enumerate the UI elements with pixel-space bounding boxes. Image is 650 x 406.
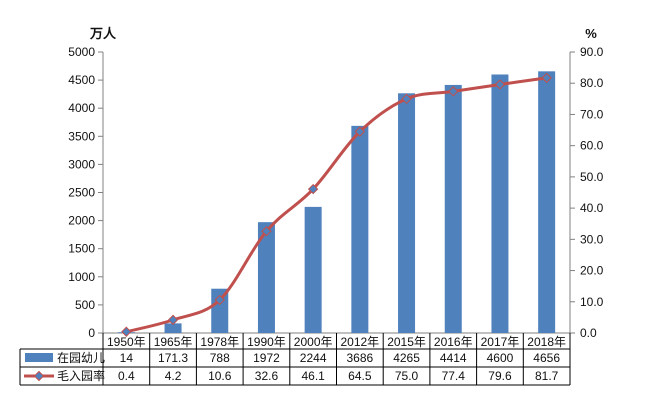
rate-marker-10 <box>541 72 552 84</box>
left-axis-tick-label: 4000 <box>68 101 95 115</box>
left-axis-tick-label: 1500 <box>68 242 95 256</box>
left-axis-tick-label: 0 <box>88 326 95 340</box>
table-cell-rate: 32.6 <box>255 369 279 383</box>
table-cell-enrollment: 4265 <box>393 351 420 365</box>
rate-marker-6 <box>354 126 366 137</box>
line-layer <box>121 72 552 337</box>
table-cell-enrollment: 4600 <box>487 351 514 365</box>
rate-marker-7 <box>401 93 412 105</box>
right-axis-tick-label: 0.0 <box>580 326 597 340</box>
table-cell-enrollment: 2244 <box>300 351 327 365</box>
bar-9 <box>491 74 509 333</box>
rate-marker-9 <box>494 79 506 90</box>
table-cell-enrollment: 788 <box>210 351 230 365</box>
rate-marker-3 <box>214 294 225 306</box>
table-cell-enrollment: 4656 <box>533 351 560 365</box>
rate-marker-1 <box>121 326 132 337</box>
table-cell-enrollment: 1972 <box>253 351 280 365</box>
right-axis-tick-label: 20.0 <box>580 264 604 278</box>
table-cell-rate: 46.1 <box>301 369 325 383</box>
legend-line-marker <box>33 370 45 382</box>
table-cell-enrollment: 171.3 <box>158 351 188 365</box>
right-axis-tick-label: 70.0 <box>580 107 604 121</box>
table-cell-rate: 81.7 <box>535 369 559 383</box>
category-label: 2017年 <box>481 335 520 349</box>
category-label: 2016年 <box>434 335 473 349</box>
left-axis-tick-label: 4500 <box>68 73 95 87</box>
right-axis-tick-label: 90.0 <box>580 45 604 59</box>
bars-layer <box>117 71 556 334</box>
left-axis-tick-label: 5000 <box>68 45 95 59</box>
category-label: 1978年 <box>200 335 239 349</box>
bar-8 <box>444 84 462 333</box>
right-axis-tick-label: 80.0 <box>580 76 604 90</box>
left-axis-tick-label: 3000 <box>68 157 95 171</box>
table-cell-enrollment: 4414 <box>440 351 467 365</box>
left-axis-tick-label: 2000 <box>68 214 95 228</box>
right-axis-tick-label: 10.0 <box>580 295 604 309</box>
rate-marker-2 <box>167 314 179 326</box>
category-label: 1950年 <box>107 335 146 349</box>
bar-2 <box>164 323 182 333</box>
table-cell-rate: 64.5 <box>348 369 372 383</box>
legend-line-name: 毛入园率 <box>57 368 105 383</box>
left-axis-tick-label: 500 <box>75 298 95 312</box>
left-axis-tick-label: 2500 <box>68 186 95 200</box>
category-label: 2018年 <box>527 335 566 349</box>
bar-10 <box>538 71 556 334</box>
category-label: 2000年 <box>294 335 333 349</box>
legend-bar-key <box>25 353 53 362</box>
category-label: 1990年 <box>247 335 286 349</box>
legend-bar-name: 在园幼儿 <box>57 351 105 365</box>
category-label: 1965年 <box>154 335 193 349</box>
bar-5 <box>304 206 322 333</box>
right-axis-tick-label: 60.0 <box>580 139 604 153</box>
rate-line <box>125 76 547 334</box>
category-label: 2015年 <box>387 335 426 349</box>
axes-layer: 万人 % 0 500 1000 1500 2000 2500 3000 3500 4000 450… <box>68 26 603 340</box>
data-table: 1950年 1965年 1978年 1990年 2000年 2012年 2015年 2016年… <box>19 333 571 386</box>
left-axis-tick-label: 1000 <box>68 270 95 284</box>
table-cell-enrollment: 3686 <box>346 351 373 365</box>
left-axis-tick-label: 3500 <box>68 129 95 143</box>
table-cell-rate: 10.6 <box>208 369 232 383</box>
left-axis-unit: 万人 <box>89 26 117 41</box>
bar-7 <box>398 93 416 333</box>
table-cell-rate: 79.6 <box>488 369 512 383</box>
rate-marker-5 <box>307 183 319 195</box>
bar-6 <box>351 125 369 333</box>
rate-marker-8 <box>448 86 459 97</box>
right-axis-unit: % <box>585 26 597 41</box>
table-cell-rate: 75.0 <box>395 369 419 383</box>
table-cell-rate: 77.4 <box>442 369 466 383</box>
bar-4 <box>257 222 275 333</box>
right-axis-tick-label: 30.0 <box>580 232 604 246</box>
right-axis-tick-label: 50.0 <box>580 170 604 184</box>
table-cell-rate: 4.2 <box>165 369 182 383</box>
table-cell-enrollment: 14 <box>120 351 134 365</box>
rate-marker-4 <box>261 226 272 237</box>
category-label: 2012年 <box>340 335 379 349</box>
table-cell-rate: 0.4 <box>118 369 135 383</box>
right-axis-tick-label: 40.0 <box>580 201 604 215</box>
